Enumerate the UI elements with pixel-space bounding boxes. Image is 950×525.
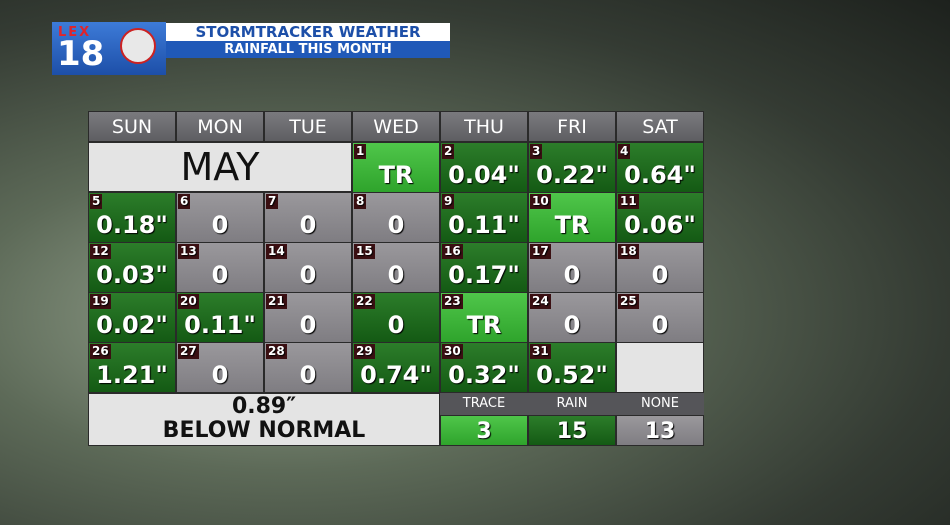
day-cell: 0 24: [528, 292, 616, 343]
day-cell: 0 14: [264, 242, 352, 293]
day-cell: 0.03" 12: [88, 242, 176, 293]
logo: LEX 18: [52, 22, 166, 75]
day-cell: 0.52" 31: [528, 342, 616, 393]
day-cell: 0.02" 19: [88, 292, 176, 343]
day-number: 28: [266, 344, 287, 359]
header-brand: STORMTRACKER WEATHER: [166, 23, 450, 41]
day-number: 27: [178, 344, 199, 359]
legend-label: NONE: [616, 393, 704, 415]
day-cell: 0 15: [352, 242, 440, 293]
day-number: 21: [266, 294, 287, 309]
day-number: 31: [530, 344, 551, 359]
day-number: 6: [178, 194, 191, 209]
empty-cell: [616, 342, 704, 393]
day-cell: 0 17: [528, 242, 616, 293]
day-cell: 0 28: [264, 342, 352, 393]
day-number: 18: [618, 244, 639, 259]
day-cell: 0.64" 4: [616, 142, 704, 193]
day-cell: 0 13: [176, 242, 264, 293]
weekday: SAT: [616, 111, 704, 142]
day-cell: TR 1: [352, 142, 440, 193]
logo-icon: [120, 28, 156, 64]
weekday: TUE: [264, 111, 352, 142]
header-subtitle: RAINFALL THIS MONTH: [166, 41, 450, 58]
day-number: 20: [178, 294, 199, 309]
logo-top: LEX: [58, 25, 92, 40]
day-cell: 0.17" 16: [440, 242, 528, 293]
day-cell: 1.21" 26: [88, 342, 176, 393]
day-number: 17: [530, 244, 551, 259]
weekday: FRI: [528, 111, 616, 142]
day-number: 12: [90, 244, 111, 259]
day-number: 24: [530, 294, 551, 309]
day-number: 1: [354, 144, 367, 159]
day-number: 11: [618, 194, 639, 209]
day-number: 23: [442, 294, 463, 309]
day-cell: TR 10: [528, 192, 616, 243]
weekday: SUN: [88, 111, 176, 142]
day-number: 3: [530, 144, 543, 159]
legend-count: 13: [616, 415, 704, 446]
day-cell: 0 27: [176, 342, 264, 393]
day-cell: 0.74" 29: [352, 342, 440, 393]
day-number: 16: [442, 244, 463, 259]
logo-number: 18: [57, 34, 105, 74]
day-number: 13: [178, 244, 199, 259]
day-cell: 0.18" 5: [88, 192, 176, 243]
day-cell: TR 23: [440, 292, 528, 343]
day-number: 4: [618, 144, 631, 159]
departure: 0.89″: [231, 394, 297, 419]
day-number: 29: [354, 344, 375, 359]
day-number: 30: [442, 344, 463, 359]
month: MAY: [88, 142, 352, 192]
day-number: 22: [354, 294, 375, 309]
day-cell: 0.11" 9: [440, 192, 528, 243]
legend-count: 3: [440, 415, 528, 446]
day-number: 25: [618, 294, 639, 309]
day-cell: 0.04" 2: [440, 142, 528, 193]
departure-label: BELOW NORMAL: [162, 418, 366, 443]
day-number: 8: [354, 194, 367, 209]
day-cell: 0 21: [264, 292, 352, 343]
day-cell: 0 22: [352, 292, 440, 343]
day-cell: 0 18: [616, 242, 704, 293]
day-number: 7: [266, 194, 279, 209]
day-number: 26: [90, 344, 111, 359]
legend-label: RAIN: [528, 393, 616, 415]
day-number: 2: [442, 144, 455, 159]
summary: 0.89″ BELOW NORMAL: [88, 393, 440, 446]
weekday: THU: [440, 111, 528, 142]
day-number: 5: [90, 194, 103, 209]
day-number: 9: [442, 194, 455, 209]
day-cell: 0.22" 3: [528, 142, 616, 193]
day-cell: 0 25: [616, 292, 704, 343]
weekday: MON: [176, 111, 264, 142]
legend-label: TRACE: [440, 393, 528, 415]
weekday: WED: [352, 111, 440, 142]
day-number: 19: [90, 294, 111, 309]
legend-count: 15: [528, 415, 616, 446]
day-cell: 0.06" 11: [616, 192, 704, 243]
day-number: 14: [266, 244, 287, 259]
day-cell: 0.32" 30: [440, 342, 528, 393]
day-cell: 0.11" 20: [176, 292, 264, 343]
day-number: 15: [354, 244, 375, 259]
calendar: MAY 0.89″ BELOW NORMAL SUN MON TUE WED THU FR…: [88, 111, 704, 446]
day-number: 10: [530, 194, 551, 209]
